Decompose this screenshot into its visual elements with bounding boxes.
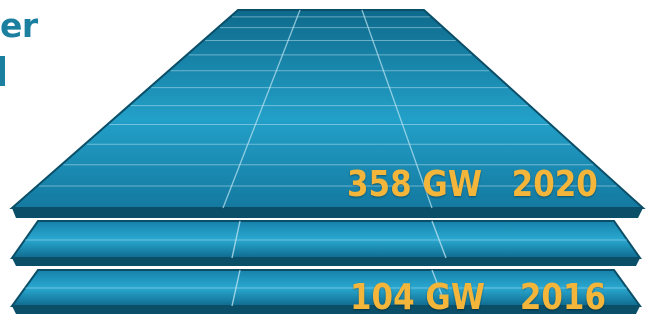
panel-2016-gigawatts: 104 GW xyxy=(350,277,485,318)
heading-fragment: er xyxy=(0,6,38,45)
panel-2020-gigawatts: 358 GW xyxy=(347,164,482,205)
panel-2016-label: 104 GW 2016 xyxy=(350,277,606,318)
panel-2020 xyxy=(9,9,646,218)
panel-2020-year: 2020 xyxy=(511,164,598,205)
panel-2016-year: 2016 xyxy=(519,277,607,318)
panel-middle xyxy=(10,220,642,266)
panel-2020-label: 358 GW 2020 xyxy=(347,164,598,205)
panel-2016 xyxy=(10,269,642,314)
heading-fragment-glyph xyxy=(0,56,5,86)
